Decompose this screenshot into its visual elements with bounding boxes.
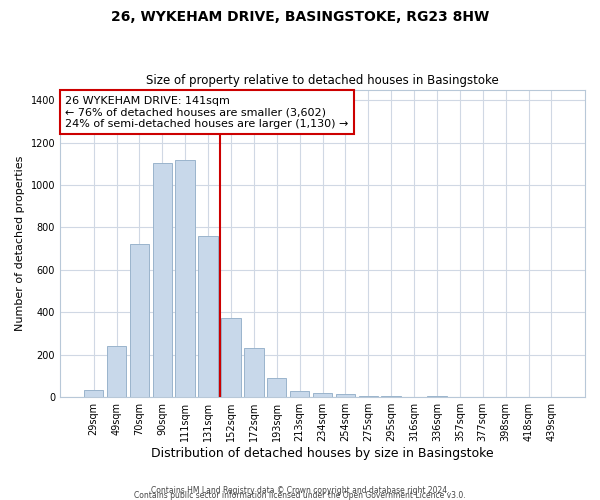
Bar <box>359 396 378 397</box>
Bar <box>244 348 263 397</box>
Bar <box>107 346 126 397</box>
Bar <box>335 394 355 397</box>
Bar <box>267 378 286 397</box>
Title: Size of property relative to detached houses in Basingstoke: Size of property relative to detached ho… <box>146 74 499 87</box>
Text: Contains public sector information licensed under the Open Government Licence v3: Contains public sector information licen… <box>134 490 466 500</box>
Bar <box>199 236 218 397</box>
Y-axis label: Number of detached properties: Number of detached properties <box>15 156 25 331</box>
Bar <box>152 162 172 397</box>
Bar <box>175 160 195 397</box>
Text: 26, WYKEHAM DRIVE, BASINGSTOKE, RG23 8HW: 26, WYKEHAM DRIVE, BASINGSTOKE, RG23 8HW <box>111 10 489 24</box>
Text: 26 WYKEHAM DRIVE: 141sqm
← 76% of detached houses are smaller (3,602)
24% of sem: 26 WYKEHAM DRIVE: 141sqm ← 76% of detach… <box>65 96 349 129</box>
Bar <box>313 393 332 397</box>
X-axis label: Distribution of detached houses by size in Basingstoke: Distribution of detached houses by size … <box>151 447 494 460</box>
Bar <box>221 318 241 397</box>
Text: Contains HM Land Registry data © Crown copyright and database right 2024.: Contains HM Land Registry data © Crown c… <box>151 486 449 495</box>
Bar <box>382 396 401 397</box>
Bar <box>427 396 446 397</box>
Bar <box>84 390 103 397</box>
Bar <box>130 244 149 397</box>
Bar <box>290 390 310 397</box>
